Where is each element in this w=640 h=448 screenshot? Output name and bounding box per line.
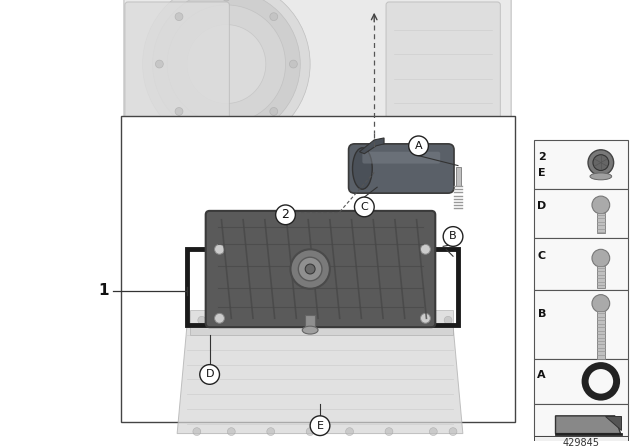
Circle shape: [424, 316, 433, 324]
Text: 2: 2: [282, 208, 289, 221]
Circle shape: [298, 257, 322, 281]
FancyBboxPatch shape: [125, 2, 229, 136]
Circle shape: [449, 428, 457, 435]
Text: C: C: [360, 202, 368, 212]
Circle shape: [214, 313, 225, 323]
Circle shape: [429, 122, 437, 130]
Circle shape: [306, 316, 314, 324]
Bar: [534, 404, 628, 435]
Circle shape: [270, 108, 278, 116]
Text: E: E: [317, 421, 323, 431]
Circle shape: [187, 25, 266, 103]
Circle shape: [592, 295, 610, 312]
Circle shape: [156, 60, 163, 68]
Bar: [597, 311, 605, 359]
Text: B: B: [449, 232, 457, 241]
Circle shape: [200, 365, 220, 384]
Ellipse shape: [593, 155, 609, 171]
Circle shape: [167, 5, 285, 123]
Bar: [534, 140, 628, 189]
Circle shape: [198, 122, 205, 130]
Circle shape: [305, 264, 315, 274]
Circle shape: [443, 227, 463, 246]
Bar: [305, 315, 315, 330]
Circle shape: [310, 416, 330, 435]
Circle shape: [493, 122, 501, 130]
Circle shape: [420, 313, 430, 323]
Circle shape: [198, 316, 205, 324]
Ellipse shape: [302, 326, 318, 334]
Text: B: B: [538, 309, 546, 319]
FancyBboxPatch shape: [362, 152, 440, 164]
Bar: [597, 213, 605, 233]
Text: D: D: [537, 202, 547, 211]
Bar: [597, 266, 605, 288]
Bar: [121, 116, 515, 422]
Bar: [534, 238, 628, 290]
Circle shape: [276, 205, 296, 224]
Circle shape: [139, 122, 147, 130]
FancyBboxPatch shape: [124, 0, 511, 142]
Text: A: A: [538, 370, 546, 379]
Text: 2: 2: [538, 152, 545, 162]
Circle shape: [262, 122, 269, 130]
Circle shape: [351, 122, 358, 130]
Text: 429845: 429845: [563, 439, 600, 448]
Circle shape: [152, 0, 300, 138]
Ellipse shape: [353, 148, 372, 189]
Polygon shape: [605, 416, 621, 430]
Circle shape: [429, 428, 437, 435]
Text: D: D: [205, 370, 214, 379]
Circle shape: [175, 108, 183, 116]
Text: 1: 1: [98, 283, 108, 298]
Circle shape: [267, 316, 275, 324]
Circle shape: [227, 428, 236, 435]
Circle shape: [420, 244, 430, 254]
Bar: [534, 435, 628, 448]
Circle shape: [306, 122, 314, 130]
Circle shape: [223, 0, 230, 1]
Text: C: C: [538, 251, 546, 261]
Circle shape: [444, 316, 452, 324]
Polygon shape: [556, 416, 621, 434]
Circle shape: [214, 244, 225, 254]
Circle shape: [223, 127, 230, 135]
Polygon shape: [177, 325, 463, 434]
Bar: [534, 290, 628, 359]
Circle shape: [385, 428, 393, 435]
Circle shape: [267, 428, 275, 435]
Circle shape: [395, 122, 403, 130]
FancyBboxPatch shape: [349, 144, 454, 193]
Circle shape: [588, 150, 614, 176]
Circle shape: [173, 122, 181, 130]
Circle shape: [227, 316, 236, 324]
Circle shape: [409, 136, 428, 156]
Circle shape: [346, 316, 353, 324]
Circle shape: [592, 196, 610, 214]
Circle shape: [291, 249, 330, 289]
Bar: [534, 189, 628, 238]
FancyBboxPatch shape: [205, 211, 435, 327]
Circle shape: [175, 13, 183, 21]
Circle shape: [590, 370, 612, 392]
Bar: [456, 167, 461, 186]
Circle shape: [346, 428, 353, 435]
FancyBboxPatch shape: [386, 2, 500, 136]
Circle shape: [193, 428, 201, 435]
Ellipse shape: [590, 173, 612, 180]
Bar: [534, 359, 628, 404]
Circle shape: [464, 122, 472, 130]
Text: E: E: [538, 168, 545, 178]
Circle shape: [270, 13, 278, 21]
Polygon shape: [360, 138, 384, 154]
Circle shape: [143, 0, 310, 148]
Circle shape: [306, 428, 314, 435]
Text: A: A: [415, 141, 422, 151]
Circle shape: [592, 249, 610, 267]
Circle shape: [289, 60, 298, 68]
Bar: [190, 310, 453, 335]
Circle shape: [385, 316, 393, 324]
Circle shape: [355, 197, 374, 217]
